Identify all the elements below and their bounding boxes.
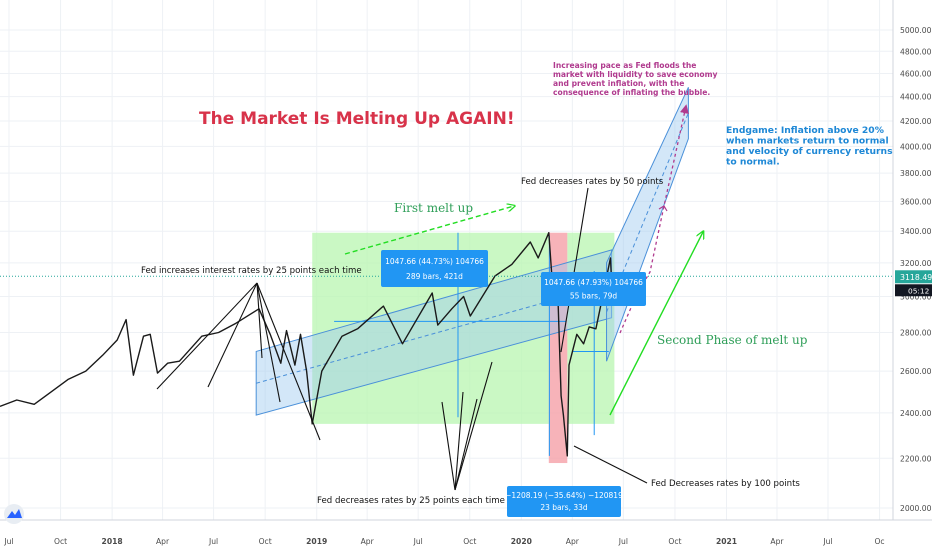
x-tick-label: Oct [54,537,67,546]
x-tick-label: Jul [413,537,423,546]
logo-mark [7,509,22,518]
y-tick-label: 2200.00 [900,454,932,463]
y-tick-label: 5000.00 [900,26,932,35]
measure-box-bg [541,272,646,306]
hike-pointer [156,282,258,390]
x-tick-label: Jul [208,537,218,546]
hike-pointer [256,282,263,359]
measure-box-line2: 289 bars, 421d [406,272,463,281]
first-melt-up-arrow [344,206,514,255]
chart-title: The Market Is Melting Up AGAIN! [199,109,515,129]
y-tick-label: 4600.00 [900,69,932,78]
rate-cut-50-label: Fed decreases rates by 50 points [521,177,664,187]
rate-cuts-25-label: Fed decreases rates by 25 points each ti… [317,496,505,506]
measure-box-bg [507,486,621,517]
cut50-pointer [560,187,589,353]
measure-box-bg [381,250,488,287]
y-tick-label: 3400.00 [900,227,932,236]
cut25-pointer [454,361,493,491]
rate-hikes-label: Fed increases interest rates by 25 point… [141,266,362,276]
x-tick-label: Jul [618,537,628,546]
cut100-pointer [573,445,648,484]
x-tick-label: Jul [822,537,832,546]
x-tick-label: Apr [156,537,170,546]
y-tick-label: 3600.00 [900,197,932,206]
x-tick-label: Apr [770,537,784,546]
second-phase-arrow [609,232,703,416]
x-axis-panel [0,520,932,550]
first-melt-up-label: First melt up [394,201,473,215]
trend-channel-1-median [256,283,612,384]
cut25-pointer [454,391,464,491]
measure-box-line1: 1047.66 (47.93%) 104766 [544,278,643,287]
price-badge [895,270,932,284]
increasing-pace-line: consequence of inflating the bubble. [553,88,710,97]
hike-pointer [256,282,321,441]
countdown-label: 05:12 [908,286,929,295]
increasing-pace-line: Increasing pace as Fed floods the [553,61,696,70]
rate-cut-100-label: Fed Decreases rates by 100 points [651,479,800,489]
measure-box-line1: 1047.66 (44.73%) 104766 [385,257,484,266]
projection-line [619,104,689,334]
trend-channel-1 [255,249,613,416]
measure-box: 1047.66 (47.93%) 104766 55 bars, 79d [541,272,646,306]
hike-pointer [207,282,258,388]
projection-tick [658,205,668,212]
increasing-pace-line: market with liquidity to save economy [553,70,718,79]
countdown-badge [895,284,932,297]
x-tick-label: 2020 [511,537,532,546]
endgame-line: when markets return to normal [726,136,889,147]
y-tick-label: 2800.00 [900,328,932,337]
y-tick-label: 4200.00 [900,117,932,126]
y-tick-label: 2400.00 [900,409,932,418]
y-tick-label: 3000.00 [900,292,932,301]
x-tick-label: Apr [361,537,375,546]
endgame-line: Endgame: Inflation above 20% [726,125,884,136]
measure-box-line1: −1208.19 (−35.64%) −120819 [505,491,623,500]
second-phase-label: Second Phase of melt up [657,333,808,347]
price-badge-label: 3118.49 [900,273,932,282]
y-tick-label: 4400.00 [900,93,932,102]
tradingview-logo [4,504,24,524]
y-tick-label: 3200.00 [900,259,932,268]
y-tick-label: 4800.00 [900,47,932,56]
x-tick-label: Oct [668,537,681,546]
hike-pointer [256,282,281,403]
x-tick-label: Oc [874,537,884,546]
x-tick-label: 2021 [716,537,737,546]
measure-box-line2: 55 bars, 79d [570,292,618,301]
x-tick-label: Jul [3,537,13,546]
measure-box: −1208.19 (−35.64%) −120819 23 bars, 33d [505,486,623,517]
endgame-line: to normal. [726,157,780,168]
y-tick-label: 2600.00 [900,367,932,376]
price-line [0,231,616,457]
x-tick-label: 2018 [102,537,123,546]
x-tick-label: Oct [259,537,272,546]
endgame-line: and velocity of currency returns [726,146,893,157]
cut25-pointer [454,398,478,491]
measure-box-line2: 23 bars, 33d [540,503,588,512]
y-tick-label: 2000.00 [900,504,932,513]
cut25-pointer [441,401,456,491]
x-tick-label: Apr [566,537,580,546]
x-tick-label: Oct [463,537,476,546]
increasing-pace-line: and prevent inflation, with the [553,79,684,88]
y-tick-label: 4000.00 [900,142,932,151]
grid [0,0,893,520]
y-tick-label: 3800.00 [900,169,932,178]
measure-box: 1047.66 (44.73%) 104766 289 bars, 421d [381,250,488,287]
x-tick-label: 2019 [306,537,327,546]
